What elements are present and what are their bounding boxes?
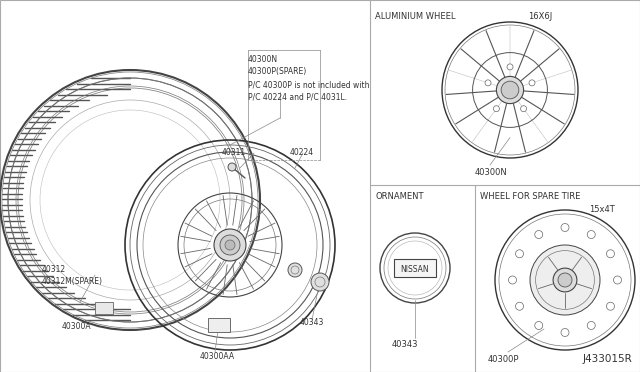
Circle shape (220, 235, 240, 255)
Circle shape (561, 224, 569, 231)
Circle shape (607, 302, 614, 310)
Text: 40300N: 40300N (475, 168, 508, 177)
Circle shape (501, 81, 519, 99)
Text: 40300P: 40300P (488, 355, 520, 364)
Text: 40343: 40343 (300, 318, 324, 327)
Text: 40312M(SPARE): 40312M(SPARE) (42, 277, 103, 286)
Circle shape (588, 231, 595, 238)
Text: P/C 40224 and P/C 4031L.: P/C 40224 and P/C 4031L. (248, 92, 347, 101)
Bar (95, 302, 113, 314)
Text: WHEEL FOR SPARE TIRE: WHEEL FOR SPARE TIRE (480, 192, 580, 201)
Text: 40343: 40343 (392, 340, 419, 349)
Text: P/C 40300P is not included with: P/C 40300P is not included with (248, 80, 369, 89)
Text: ORNAMENT: ORNAMENT (375, 192, 424, 201)
Bar (394, 259, 436, 277)
Text: 40311: 40311 (222, 148, 246, 157)
Text: NISSAN: NISSAN (401, 264, 429, 273)
Text: 40300A: 40300A (62, 322, 92, 331)
Text: 40312: 40312 (42, 265, 66, 274)
Circle shape (311, 273, 329, 291)
Bar (208, 318, 230, 332)
Circle shape (553, 268, 577, 292)
Text: 40224: 40224 (290, 148, 314, 157)
Circle shape (507, 64, 513, 70)
Text: 40300P(SPARE): 40300P(SPARE) (248, 67, 307, 76)
Circle shape (558, 273, 572, 287)
Circle shape (497, 76, 524, 103)
Circle shape (516, 250, 524, 258)
Circle shape (509, 276, 516, 284)
Text: 16X6J: 16X6J (528, 12, 552, 21)
Text: 15x4T: 15x4T (589, 205, 615, 214)
Circle shape (214, 229, 246, 261)
Circle shape (493, 106, 499, 112)
Circle shape (561, 328, 569, 337)
Circle shape (530, 245, 600, 315)
Circle shape (588, 321, 595, 330)
Circle shape (529, 80, 535, 86)
Text: 40300AA: 40300AA (200, 352, 235, 361)
Circle shape (228, 163, 236, 171)
Text: ALUMINIUM WHEEL: ALUMINIUM WHEEL (375, 12, 456, 21)
Circle shape (535, 321, 543, 330)
Text: 40300N: 40300N (248, 55, 278, 64)
Circle shape (520, 106, 527, 112)
Circle shape (516, 302, 524, 310)
Circle shape (225, 240, 235, 250)
Circle shape (607, 250, 614, 258)
Text: J433015R: J433015R (582, 354, 632, 364)
Circle shape (614, 276, 621, 284)
Circle shape (535, 231, 543, 238)
Circle shape (288, 263, 302, 277)
Circle shape (485, 80, 491, 86)
